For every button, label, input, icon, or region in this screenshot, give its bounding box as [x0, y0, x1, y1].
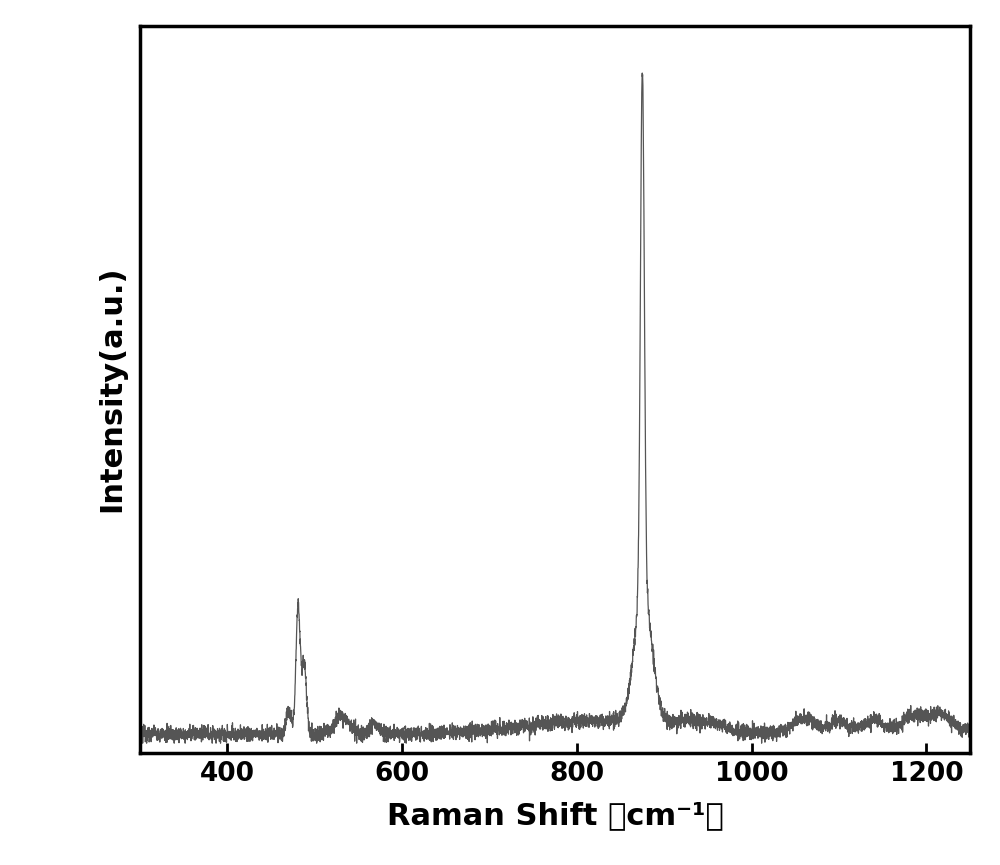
X-axis label: Raman Shift （cm⁻¹）: Raman Shift （cm⁻¹） [387, 801, 723, 830]
Y-axis label: Intensity(a.u.): Intensity(a.u.) [97, 266, 126, 512]
